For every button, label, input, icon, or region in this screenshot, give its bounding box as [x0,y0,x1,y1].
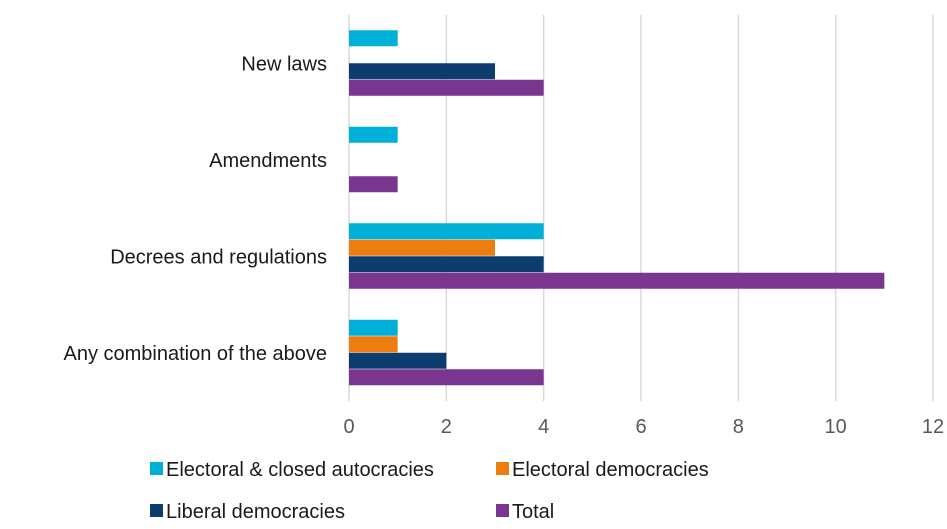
x-tick-label: 0 [343,416,354,438]
category-label: Amendments [209,150,327,172]
x-tick-label: 8 [733,416,744,438]
legend-swatch [496,504,509,517]
bar [349,336,398,353]
bar [349,79,544,96]
legend-label: Liberal democracies [166,501,345,523]
x-tick-label: 4 [538,416,549,438]
legend-swatch [150,504,163,517]
category-labels: New laws Amendments Decrees and regulation… [63,53,327,365]
bar [349,63,495,80]
x-axis-tick-labels: 0 2 4 6 8 10 12 [343,416,944,438]
legend-label: Electoral & closed autocracies [166,459,434,481]
bar [349,176,398,193]
gridlines [348,15,934,401]
category-label: Any combination of the above [63,343,327,365]
legend-swatch [150,462,163,475]
legend: Electoral & closed autocracies Electoral … [150,459,709,523]
bar [349,30,398,47]
bar [349,223,544,240]
bar [349,319,398,336]
bar [349,352,447,369]
x-tick-label: 10 [825,416,847,438]
bar [349,126,398,143]
legend-swatch [496,462,509,475]
bar [349,369,544,386]
legend-label: Total [512,501,554,523]
category-label: New laws [241,53,327,75]
bar [349,256,544,273]
x-tick-label: 12 [922,416,944,438]
bars [349,30,885,386]
category-label: Decrees and regulations [110,246,327,268]
bar [349,239,495,256]
x-tick-label: 2 [441,416,452,438]
legend-label: Electoral democracies [512,459,709,481]
bar [349,272,885,289]
x-tick-label: 6 [635,416,646,438]
